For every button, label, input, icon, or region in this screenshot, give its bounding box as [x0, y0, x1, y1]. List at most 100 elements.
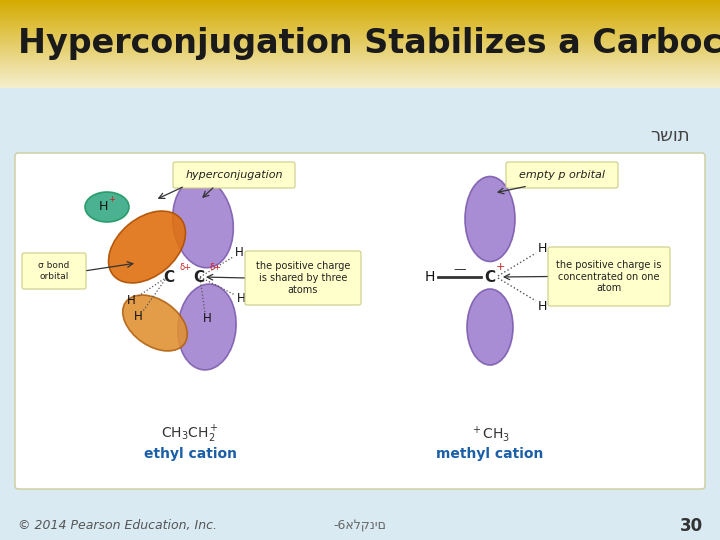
Ellipse shape [465, 177, 515, 261]
Ellipse shape [122, 295, 187, 351]
Bar [0, 25, 720, 27]
Bar [0, 24, 720, 26]
Bar [0, 12, 720, 14]
Bar [0, 17, 720, 18]
Text: the positive charge is
concentrated on one
atom: the positive charge is concentrated on o… [557, 260, 662, 293]
FancyBboxPatch shape [22, 253, 86, 289]
Text: H: H [99, 200, 108, 213]
Bar [0, 62, 720, 63]
Bar [0, 86, 720, 87]
Bar [0, 21, 720, 23]
Bar [0, 72, 720, 74]
Bar [0, 5, 720, 7]
Bar [0, 50, 720, 51]
Bar [0, 45, 720, 46]
Bar [0, 29, 720, 30]
Bar [0, 75, 720, 76]
Bar [0, 69, 720, 71]
Text: H: H [235, 246, 243, 260]
Bar [0, 36, 720, 38]
Bar [0, 4, 720, 6]
Bar [0, 10, 720, 11]
Text: Hyperconjugation Stabilizes a Carbocation: Hyperconjugation Stabilizes a Carbocatio… [18, 28, 720, 60]
Bar [0, 76, 720, 78]
Bar [0, 63, 720, 64]
Bar [0, 0, 720, 2]
Text: רשות: רשות [650, 127, 690, 145]
Bar [0, 83, 720, 84]
Bar [0, 56, 720, 58]
Bar [0, 71, 720, 73]
Bar [0, 54, 720, 56]
Bar [0, 60, 720, 62]
Bar [0, 44, 720, 45]
Bar [0, 8, 720, 9]
Text: C: C [163, 269, 174, 285]
Bar [0, 46, 720, 48]
Text: H: H [237, 293, 246, 306]
Text: H: H [537, 300, 546, 313]
Bar [0, 28, 720, 29]
Bar [0, 26, 720, 28]
Bar [0, 79, 720, 81]
Bar [0, 84, 720, 85]
Text: $\mathregular{^+CH_3}$: $\mathregular{^+CH_3}$ [470, 424, 510, 444]
Text: methyl cation: methyl cation [436, 447, 544, 461]
Text: empty p orbital: empty p orbital [519, 170, 605, 180]
Text: σ bond
orbital: σ bond orbital [38, 261, 70, 281]
Bar [0, 3, 720, 5]
Bar [0, 30, 720, 31]
Text: δ+: δ+ [210, 262, 222, 272]
Text: ethyl cation: ethyl cation [143, 447, 236, 461]
Text: © 2014 Pearson Education, Inc.: © 2014 Pearson Education, Inc. [18, 519, 217, 532]
Text: H: H [127, 294, 135, 307]
Text: H: H [425, 270, 435, 284]
Bar [0, 82, 720, 83]
Bar [0, 67, 720, 69]
Text: H: H [134, 310, 143, 323]
Ellipse shape [467, 289, 513, 365]
Bar [0, 33, 720, 35]
FancyBboxPatch shape [245, 251, 361, 305]
Bar [0, 87, 720, 89]
Bar [0, 13, 720, 15]
Bar [0, 64, 720, 65]
FancyBboxPatch shape [173, 162, 295, 188]
Bar [0, 2, 720, 4]
Bar [0, 16, 720, 17]
Text: H: H [202, 313, 212, 326]
Bar [0, 51, 720, 52]
Bar [0, 31, 720, 32]
Ellipse shape [109, 211, 186, 283]
Bar [0, 32, 720, 33]
Text: C: C [485, 269, 495, 285]
Bar [0, 52, 720, 53]
Bar [0, 37, 720, 39]
Bar [0, 38, 720, 40]
Bar [0, 40, 720, 42]
Text: H: H [537, 241, 546, 254]
Bar [0, 20, 720, 22]
Bar [0, 68, 720, 70]
Text: —: — [454, 264, 467, 276]
Bar [0, 53, 720, 55]
Bar [0, 80, 720, 82]
Text: +: + [109, 194, 115, 204]
Bar [0, 88, 720, 540]
Text: the positive charge
is shared by three
atoms: the positive charge is shared by three a… [256, 261, 350, 295]
Bar [0, 9, 720, 10]
Bar [0, 73, 720, 75]
Text: δ+: δ+ [180, 262, 192, 272]
Bar [0, 65, 720, 66]
Bar [0, 78, 720, 80]
Bar [0, 22, 720, 24]
Bar [0, 19, 720, 21]
FancyBboxPatch shape [548, 247, 670, 306]
Bar [0, 49, 720, 50]
Bar [0, 66, 720, 68]
Bar [0, 70, 720, 72]
Bar [0, 14, 720, 16]
Bar [0, 55, 720, 57]
Bar [0, 59, 720, 61]
Text: +: + [495, 262, 505, 272]
